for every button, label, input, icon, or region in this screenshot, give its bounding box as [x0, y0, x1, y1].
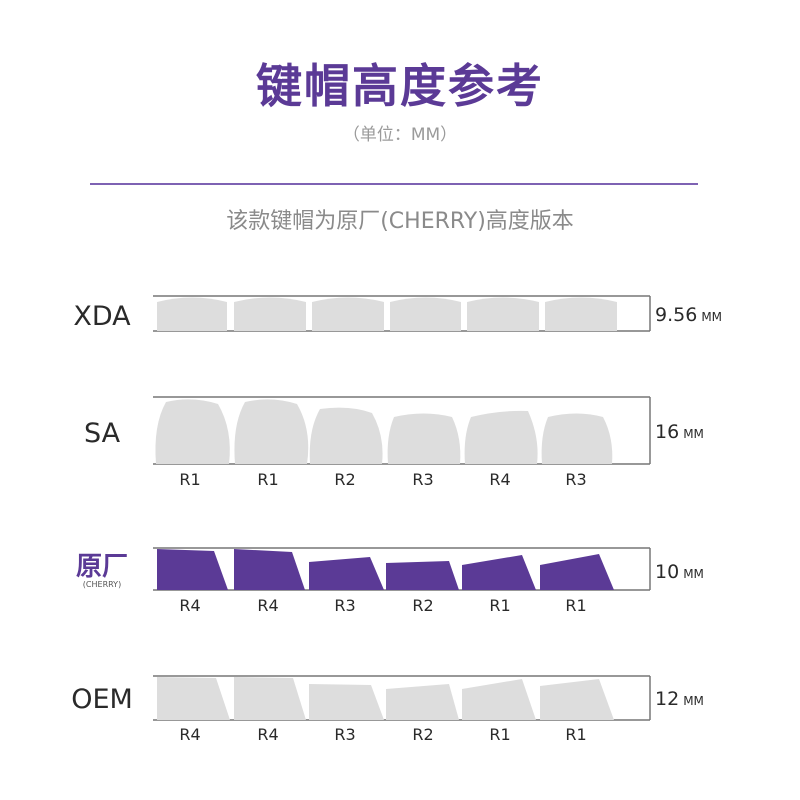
- height-value-xda: 9.56 MM: [655, 304, 722, 326]
- keycap-highlighted: [462, 555, 536, 590]
- keycap: [312, 297, 384, 331]
- row-label: R1: [489, 725, 511, 744]
- keycap: [234, 297, 306, 331]
- keycap: [464, 410, 538, 464]
- keycap: [234, 399, 309, 464]
- keycap-highlighted: [234, 549, 305, 590]
- height-unit: MM: [683, 694, 704, 708]
- keycap: [390, 297, 461, 331]
- cherry-profile: [153, 547, 651, 591]
- row-label: R3: [334, 725, 356, 744]
- row-label: R4: [257, 725, 279, 744]
- height-number: 10: [655, 561, 680, 583]
- row-label: R3: [565, 470, 587, 489]
- height-unit: MM: [683, 427, 704, 441]
- keycap: [545, 297, 617, 331]
- row-label: R1: [179, 470, 201, 489]
- row-label: R4: [179, 725, 201, 744]
- row-label: R1: [257, 470, 279, 489]
- row-label: R1: [565, 725, 587, 744]
- keycap: [386, 684, 459, 720]
- keycap-highlighted: [386, 561, 459, 590]
- height-unit: MM: [701, 310, 723, 324]
- version-note: 该款键帽为原厂(CHERRY)高度版本: [226, 209, 574, 234]
- keycap: [309, 684, 384, 720]
- profile-label-sa: SA: [83, 418, 121, 449]
- height-number: 12: [655, 688, 680, 710]
- keycap-highlighted: [309, 557, 384, 590]
- row-label: R2: [334, 470, 356, 489]
- height-value-cherry: 10 MM: [655, 561, 704, 583]
- row-label: R4: [257, 596, 279, 615]
- row-label: R1: [565, 596, 587, 615]
- profile-label-oem: OEM: [71, 684, 133, 715]
- keycap: [462, 679, 536, 720]
- sa-profile: [153, 396, 651, 465]
- row-label: R2: [412, 725, 434, 744]
- height-number: 9.56: [655, 304, 698, 326]
- row-label: R3: [412, 470, 434, 489]
- keycap: [155, 399, 230, 464]
- divider: [90, 183, 698, 185]
- xda-profile: [153, 295, 651, 332]
- height-number: 16: [655, 421, 680, 443]
- oem-profile: [153, 675, 651, 721]
- keycap: [541, 413, 613, 464]
- keycap: [309, 407, 383, 464]
- row-label: R3: [334, 596, 356, 615]
- keycap: [157, 677, 230, 720]
- row-label: R2: [412, 596, 434, 615]
- unit-note: （单位：MM）: [342, 125, 458, 145]
- keycap: [467, 297, 539, 331]
- height-unit: MM: [683, 567, 704, 581]
- profile-label-xda: XDA: [73, 301, 131, 332]
- row-label: R4: [489, 470, 511, 489]
- keycap: [540, 679, 614, 720]
- height-value-oem: 12 MM: [655, 688, 704, 710]
- keycap: [234, 677, 306, 720]
- row-label: R1: [489, 596, 511, 615]
- keycap: [387, 413, 461, 464]
- page-title: 键帽高度参考: [256, 59, 544, 113]
- height-value-sa: 16 MM: [655, 421, 704, 443]
- keycap: [157, 297, 227, 331]
- row-label: R4: [179, 596, 201, 615]
- keycap-highlighted: [157, 549, 228, 590]
- profile-sublabel-cherry: (CHERRY): [82, 580, 122, 589]
- keycap-highlighted: [540, 554, 614, 590]
- profile-label-cherry: 原厂: [75, 552, 128, 582]
